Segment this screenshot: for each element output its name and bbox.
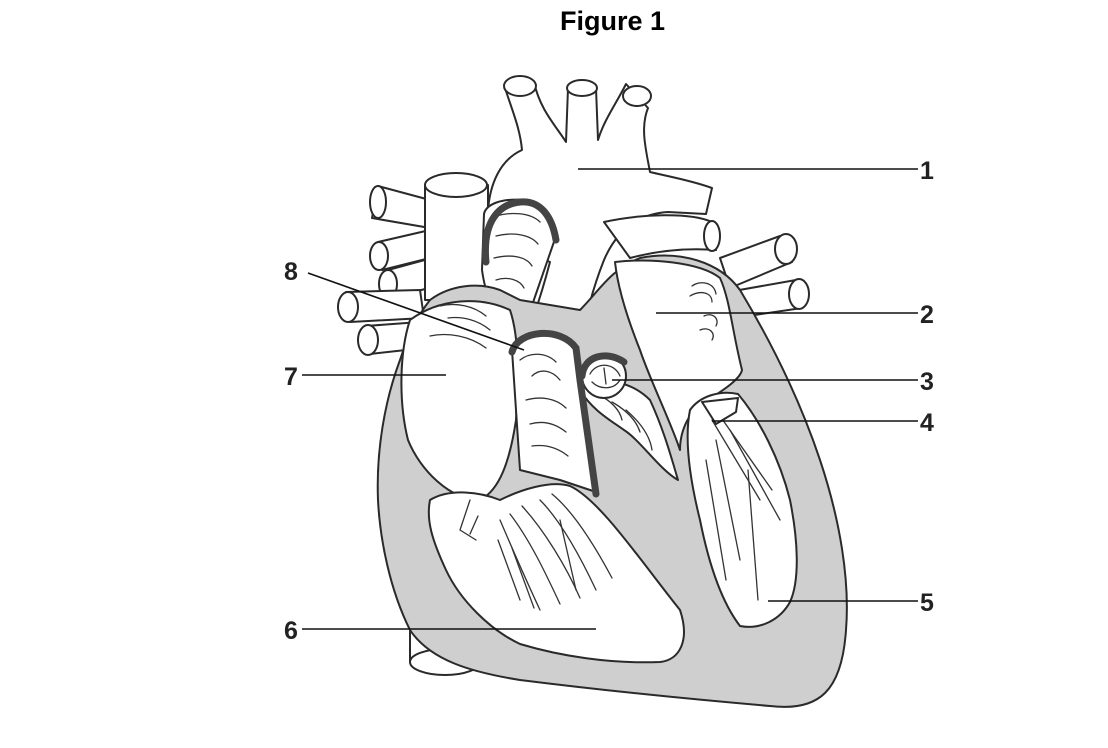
left-ventricle xyxy=(686,391,798,628)
label-5: 5 xyxy=(920,589,934,617)
superior-vena-cava xyxy=(424,172,489,301)
pulmonary-valve xyxy=(508,330,600,498)
label-leader-lines xyxy=(302,168,918,630)
label-1: 1 xyxy=(920,157,934,185)
label-8: 8 xyxy=(284,258,298,286)
label-2: 2 xyxy=(920,301,934,329)
label-7: 7 xyxy=(284,363,298,391)
label-6: 6 xyxy=(284,617,298,645)
pulmonary-veins-left xyxy=(337,185,437,356)
label-4: 4 xyxy=(920,409,934,437)
right-ventricle xyxy=(427,483,685,664)
figure-title: Figure 1 xyxy=(559,6,666,36)
left-ventricle-outflow xyxy=(579,380,679,481)
label-3: 3 xyxy=(920,368,934,396)
aortic-valve xyxy=(578,352,628,399)
right-atrium xyxy=(400,300,519,501)
